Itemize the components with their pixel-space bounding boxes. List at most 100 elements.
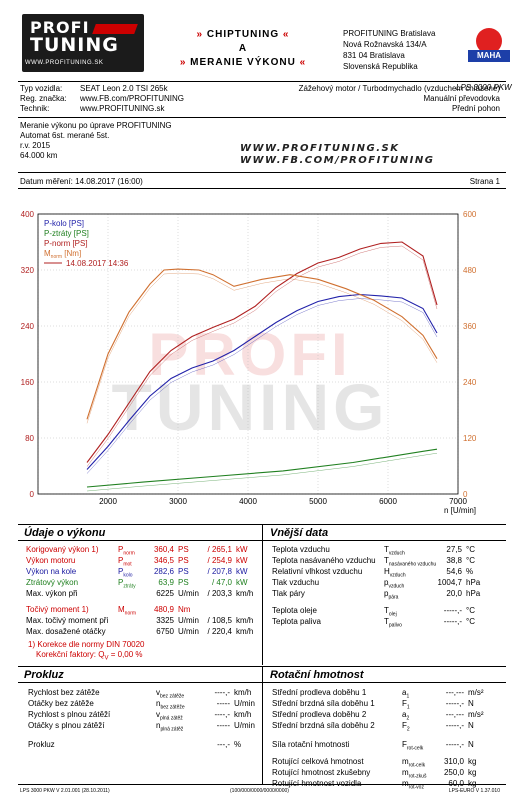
outside-symbol: Hvzduch [384,567,406,579]
series-line-m_norm [86,268,438,420]
perf-unit1: Nm [178,605,191,614]
prokluz-symbol: nbez zátěže [156,699,185,711]
legend-item: Mnorm [Nm] [44,249,81,260]
y-left-tick-label: 400 [21,210,35,219]
x-axis-label: n [U/min] [444,506,476,515]
x-tick-label: 3000 [169,497,187,506]
y-left-tick-label: 320 [21,266,35,275]
x-tick-label: 2000 [99,497,117,506]
series-trace-p_kolo [86,298,438,474]
x-tick-label: 4000 [239,497,257,506]
perf-unit2: kW [236,567,248,576]
perf-symbol: Pkolo [118,567,133,579]
korekce-faktory: Korekční faktory: QV = 0,00 % [36,650,143,662]
rotacni-value: 250,0 [443,768,464,777]
rotacni-label: Střední brzdná síla doběhu 2 [272,721,375,730]
prokluz-label: Otáčky s plnou zátěží [28,721,105,730]
series-trace-p_norm [86,245,438,467]
perf-value2: / 207,8 [207,567,232,576]
perf-unit2: km/h [236,616,254,625]
company-address: PROFITUNING Bratislava Nová Rožnavská 13… [343,29,436,71]
perf-value2: / 108,5 [207,616,232,625]
perf-value2: / 220,4 [207,627,232,636]
rotacni-value: -----,- [445,699,464,708]
prokluz-unit: km/h [234,710,252,719]
perf-label: Max. dosažené otáčky [26,627,106,636]
series-line-p_ztraty [86,448,438,488]
perf-unit1: PS [178,578,189,587]
rotacni-label: Síla rotační hmotnosti [272,740,350,749]
outside-unit: °C [466,545,475,554]
perf-section-title: Údaje o výkonu [24,527,106,539]
outside-value: -----,- [443,606,462,615]
prokluz-section-title: Prokluz [24,669,64,681]
outside-section-title: Vnější data [270,527,329,539]
outside-label: Tlak páry [272,589,305,598]
prokluz-unit: U/min [234,699,255,708]
perf-unit2: kW [236,556,248,565]
prokluz-label: Prokluz [28,740,55,749]
outside-label: Teplota oleje [272,606,317,615]
perf-label: Korigovaný výkon 1) [26,545,99,554]
perf-value2: / 203,3 [207,589,232,598]
rotacni-section-title: Rotační hmotnost [270,669,364,681]
perf-symbol: Pmot [118,556,132,568]
legend-item: P-norm [PS] [44,239,88,248]
rotacni-unit: kg [468,779,477,788]
rotacni-value: -----,- [445,740,464,749]
legend-item: P-ztráty [PS] [44,229,89,238]
rotacni-label: Střední prodleva doběhu 2 [272,710,367,719]
rotacni-label: Rotující hmotnost vozidla [272,779,362,788]
logo-url: WWW.PROFITUNING.SK [25,60,104,66]
rotacni-value: ---,--- [445,710,464,719]
perf-unit2: kW [236,545,248,554]
power-torque-chart: PROFI TUNING 2000 3000 4000 5000 6000 7000080… [21,210,477,515]
perf-label: Točivý moment 1) [26,605,89,614]
prokluz-symbol: nplná zátěž [156,721,184,733]
perf-unit1: PS [178,545,189,554]
outside-label: Teplota nasávaného vzduchu [272,556,376,565]
report-header: PROFI TUNING WWW.PROFITUNING.SK » Chiptu… [18,14,512,92]
legend-item: 14.08.2017 14:36 [66,259,129,268]
footer-version: LPS 3000 PKW V 2.01.001 (28.10.2011) [20,788,110,794]
rotacni-value: 60,0 [448,779,464,788]
rotacni-unit: m/s² [468,710,484,719]
prokluz-value: ----,- [214,710,230,719]
outside-value: 27,5 [446,545,462,554]
outside-symbol: Tvzduch [384,545,405,557]
prokluz-unit: % [234,740,242,749]
perf-unit2: kW [236,578,248,587]
prokluz-symbol: vbez zátěže [156,688,185,700]
rotacni-symbol: mrot-zkuš [402,768,427,780]
outside-unit: hPa [466,578,481,587]
svg-text:TUNING: TUNING [112,370,389,444]
rotacni-unit: N [468,740,474,749]
perf-value1: 6750 [156,627,174,636]
perf-label: Max. výkon při [26,589,78,598]
prokluz-unit: U/min [234,721,255,730]
perf-symbol: Pztráty [118,578,136,590]
series-line-p_kolo [86,293,438,470]
outside-unit: °C [466,556,475,565]
outside-symbol: ppára [384,589,399,601]
y-right-tick-label: 240 [463,378,477,387]
rotacni-label: Rotující celková hmotnost [272,757,364,766]
perf-value2: / 254,9 [207,556,232,565]
page-number: Strana 1 [469,177,500,186]
perf-value1: 63,9 [158,578,174,587]
logo-line1: PROFI [30,18,90,37]
outside-value: 20,0 [446,589,462,598]
rotacni-symbol: mrot-celk [402,757,426,769]
footer-codes: (100/000/0000/0000/0000) [230,788,289,794]
perf-unit2: km/h [236,627,254,636]
outside-symbol: pvzduch [384,578,405,590]
perf-label: Ztrátový výkon [26,578,79,587]
rotacni-symbol: F2 [402,721,410,733]
perf-symbol: Pnorm [118,545,135,557]
rotacni-value: -----,- [445,721,464,730]
outside-symbol: Tnasávaného vzduchu [384,556,437,568]
vehicle-labels: Typ vozidla: Reg. značka: Technik: [20,84,67,113]
perf-label: Výkon motoru [26,556,76,565]
measurement-date: Datum měření: 14.08.2017 (16:00) [20,177,143,186]
prokluz-label: Rychlost bez zátěže [28,688,100,697]
